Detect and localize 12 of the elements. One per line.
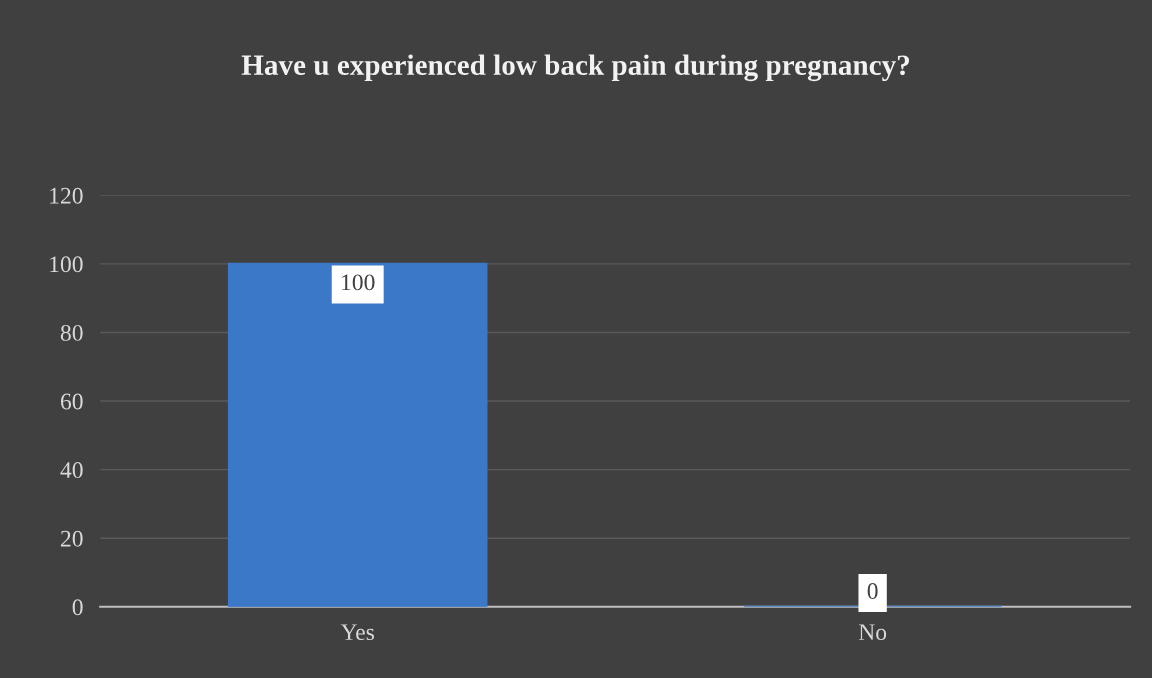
chart-title: Have u experienced low back pain during pregnancy?: [241, 54, 910, 82]
y-tick-label: 120: [50, 187, 83, 204]
y-tick-label: 20: [60, 530, 83, 547]
x-tick-label: Yes: [340, 624, 375, 641]
x-tick-label: No: [858, 624, 887, 641]
y-tick-label: 60: [60, 393, 83, 410]
y-tick-label: 80: [60, 324, 83, 341]
data-label: 0: [867, 583, 878, 599]
data-label: 100: [342, 274, 375, 291]
y-tick-label: 0: [72, 599, 83, 616]
y-tick-label: 40: [60, 462, 83, 479]
y-tick-label: 100: [50, 256, 83, 273]
